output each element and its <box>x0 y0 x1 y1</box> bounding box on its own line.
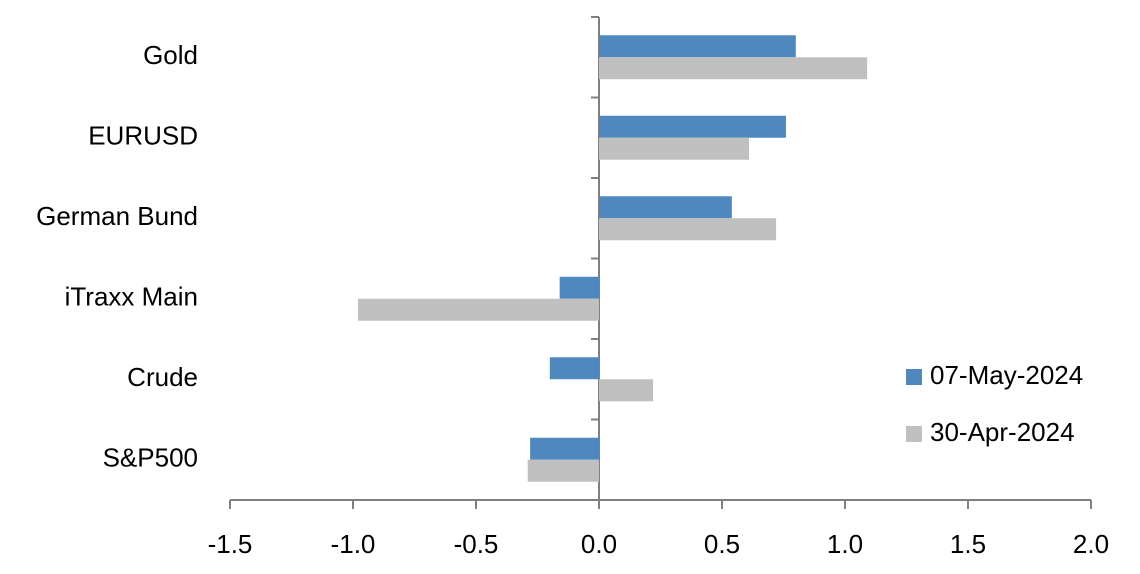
y-tick-label: German Bund <box>36 201 198 231</box>
y-tick-label: Gold <box>143 40 198 70</box>
legend-label: 07-May-2024 <box>930 360 1083 390</box>
bar <box>599 379 654 402</box>
bar <box>599 218 777 241</box>
bar <box>559 276 599 299</box>
bar <box>599 196 732 219</box>
x-tick-label: 0.5 <box>704 529 740 559</box>
bar <box>599 115 786 138</box>
bar <box>527 459 599 482</box>
y-tick-label: S&P500 <box>103 443 198 473</box>
x-tick-label: -1.5 <box>208 529 253 559</box>
y-tick-label: iTraxx Main <box>65 282 198 312</box>
bar <box>599 137 750 160</box>
x-tick-label: -0.5 <box>454 529 499 559</box>
bar <box>599 35 796 58</box>
bar <box>357 298 599 321</box>
bar <box>549 357 599 380</box>
legend-swatch <box>906 369 922 385</box>
x-tick-label: 1.0 <box>827 529 863 559</box>
legend-label: 30-Apr-2024 <box>930 417 1075 447</box>
y-tick-label: Crude <box>127 362 198 392</box>
bar <box>599 57 868 80</box>
legend-swatch <box>906 426 922 442</box>
x-tick-label: 2.0 <box>1073 529 1109 559</box>
y-tick-label: EURUSD <box>88 121 198 151</box>
x-tick-label: 1.5 <box>950 529 986 559</box>
x-tick-label: -1.0 <box>331 529 376 559</box>
bar <box>530 437 599 460</box>
x-tick-label: 0.0 <box>581 529 617 559</box>
